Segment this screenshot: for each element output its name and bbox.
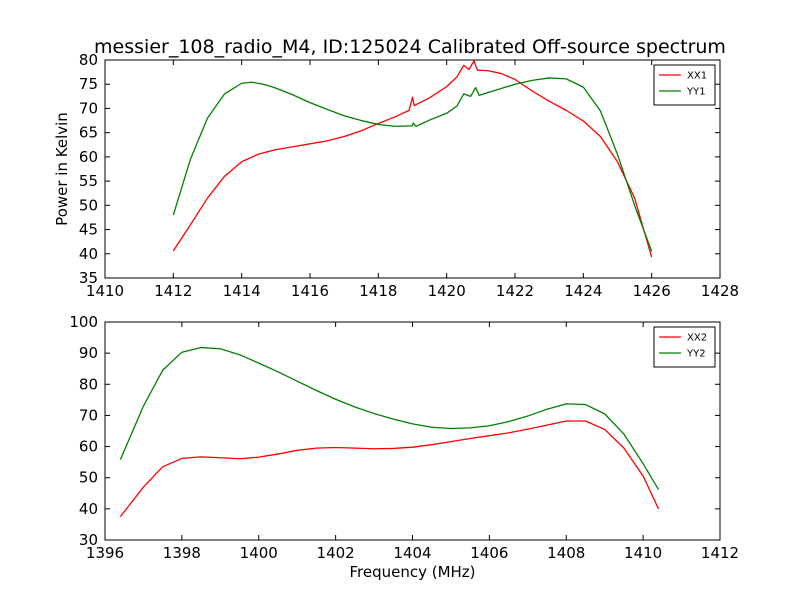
x-tick-label: 1402 — [317, 544, 355, 562]
legend-label-xx2: XX2 — [687, 333, 707, 344]
x-tick-label: 1400 — [240, 544, 278, 562]
x-axis-label: Frequency (MHz) — [349, 563, 475, 581]
subplot-1: 1410 1412 1414 1416 1418 1420 1422 1424 1426 1428… — [53, 51, 739, 300]
y-tick-label: 50 — [79, 469, 98, 487]
series-line-yy2 — [119, 346, 660, 490]
y-tick-label: 40 — [79, 500, 98, 518]
y-axis-label: Power in Kelvin — [53, 112, 71, 226]
subplot-2: 1396 1398 1400 1402 1404 1406 1408 1410 1412 30 40… — [69, 313, 739, 581]
y-tick-label: 80 — [79, 51, 98, 69]
y-tick-label: 70 — [79, 406, 98, 424]
y-tick-label: 80 — [79, 375, 98, 393]
legend-box — [653, 326, 716, 368]
x-tick-label: 1398 — [163, 544, 201, 562]
x-tick-label: 1414 — [223, 282, 261, 300]
x-tick-label: 1418 — [359, 282, 397, 300]
axes-frame — [104, 59, 721, 279]
y-tick-label: 60 — [79, 148, 98, 166]
x-tick-label: 1420 — [428, 282, 466, 300]
x-tick-label: 1428 — [701, 282, 739, 300]
legend-box — [653, 64, 716, 106]
x-tick-label: 1412 — [154, 282, 192, 300]
chart-title: messier_108_radio_M4, ID:125024 Calibrat… — [94, 36, 726, 58]
x-tick-label: 1396 — [86, 544, 124, 562]
x-tick-label: 1424 — [564, 282, 602, 300]
x-tick-label: 1406 — [470, 544, 508, 562]
x-tick-label: 1422 — [496, 282, 534, 300]
series-line-xx2 — [119, 420, 660, 518]
legend-label-yy1: YY1 — [686, 87, 706, 98]
y-tick-label: 65 — [79, 124, 98, 142]
series-line-xx1 — [172, 60, 653, 258]
series-line-yy1 — [172, 77, 653, 252]
y-tick-label: 70 — [79, 99, 98, 117]
legend-label-xx1: XX1 — [687, 71, 707, 82]
y-tick-label: 50 — [79, 196, 98, 214]
y-tick-label: 90 — [79, 344, 98, 362]
y-tick-label: 75 — [79, 75, 98, 93]
x-tick-label: 1408 — [547, 544, 585, 562]
x-tick-label: 1426 — [633, 282, 671, 300]
y-tick-label: 40 — [79, 245, 98, 263]
y-tick-label: 30 — [79, 531, 98, 549]
x-tick-label: 1410 — [86, 282, 124, 300]
y-tick-label: 35 — [79, 269, 98, 287]
y-tick-label: 100 — [69, 313, 98, 331]
y-tick-label: 45 — [79, 221, 98, 239]
y-tick-label: 60 — [79, 438, 98, 456]
legend-label-yy2: YY2 — [686, 349, 706, 360]
x-tick-label: 1416 — [291, 282, 329, 300]
x-tick-label: 1410 — [624, 544, 662, 562]
y-tick-label: 55 — [79, 172, 98, 190]
x-tick-label: 1412 — [701, 544, 739, 562]
x-tick-label: 1404 — [393, 544, 431, 562]
